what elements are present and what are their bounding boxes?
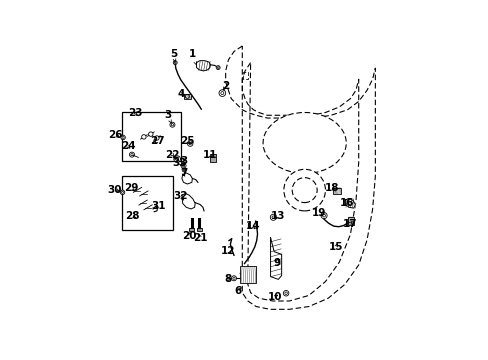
- Circle shape: [120, 190, 124, 194]
- Text: 7: 7: [180, 168, 187, 179]
- Circle shape: [217, 67, 219, 68]
- Text: 27: 27: [150, 136, 165, 146]
- Polygon shape: [270, 238, 281, 279]
- Circle shape: [232, 277, 235, 279]
- Polygon shape: [182, 173, 192, 184]
- Circle shape: [121, 135, 125, 140]
- Bar: [210, 154, 216, 162]
- Circle shape: [142, 135, 146, 139]
- Circle shape: [173, 156, 180, 162]
- Circle shape: [131, 153, 133, 156]
- Circle shape: [175, 158, 178, 161]
- Circle shape: [322, 214, 325, 217]
- Polygon shape: [345, 198, 355, 208]
- Bar: [183, 94, 191, 99]
- Circle shape: [181, 163, 185, 168]
- Circle shape: [292, 177, 317, 203]
- Circle shape: [170, 122, 175, 127]
- Text: 5: 5: [169, 49, 177, 62]
- Text: 26: 26: [108, 130, 122, 140]
- Text: 23: 23: [128, 108, 142, 118]
- Text: 14: 14: [245, 221, 260, 231]
- Bar: [347, 217, 353, 225]
- Text: 11: 11: [202, 150, 216, 159]
- Text: 28: 28: [124, 211, 139, 221]
- Text: 32: 32: [173, 191, 187, 201]
- Circle shape: [148, 132, 153, 136]
- Text: 20: 20: [182, 231, 196, 241]
- Text: 29: 29: [123, 183, 138, 193]
- Bar: [333, 188, 340, 194]
- Text: 21: 21: [193, 233, 207, 243]
- Circle shape: [187, 141, 193, 146]
- Circle shape: [171, 123, 173, 126]
- Text: 16: 16: [339, 198, 354, 208]
- Text: 17: 17: [342, 219, 356, 229]
- Text: 13: 13: [270, 211, 285, 221]
- Text: 1: 1: [188, 49, 196, 65]
- Text: 8: 8: [224, 274, 231, 284]
- Text: 31: 31: [151, 201, 165, 211]
- Text: 3: 3: [163, 110, 171, 123]
- Bar: [189, 228, 194, 231]
- Text: 18: 18: [325, 183, 339, 193]
- Text: 4: 4: [177, 89, 184, 99]
- Polygon shape: [196, 61, 210, 71]
- Circle shape: [129, 152, 134, 157]
- Text: 30: 30: [107, 185, 122, 194]
- Text: 22: 22: [165, 150, 179, 159]
- Text: 6: 6: [234, 286, 241, 296]
- Text: 2: 2: [222, 81, 229, 91]
- Circle shape: [154, 136, 159, 140]
- Circle shape: [219, 90, 225, 96]
- Polygon shape: [182, 193, 195, 209]
- Circle shape: [122, 136, 124, 139]
- Text: 3: 3: [180, 156, 187, 166]
- Bar: [122, 176, 173, 230]
- Circle shape: [231, 276, 236, 281]
- Text: 12: 12: [221, 246, 235, 256]
- Bar: [197, 228, 202, 231]
- Text: 19: 19: [311, 208, 326, 218]
- Circle shape: [183, 169, 184, 171]
- Circle shape: [182, 168, 185, 172]
- Circle shape: [174, 62, 176, 63]
- Text: 9: 9: [273, 258, 280, 268]
- Circle shape: [216, 66, 220, 69]
- Circle shape: [173, 61, 177, 64]
- Circle shape: [284, 169, 325, 211]
- Bar: [122, 112, 181, 161]
- Circle shape: [285, 292, 287, 294]
- Text: 33: 33: [172, 158, 187, 168]
- Text: 15: 15: [328, 242, 343, 252]
- Circle shape: [185, 94, 189, 98]
- Text: 24: 24: [121, 141, 135, 151]
- Circle shape: [320, 212, 326, 219]
- Circle shape: [270, 214, 276, 220]
- Text: 25: 25: [180, 136, 194, 146]
- Circle shape: [221, 91, 224, 95]
- Circle shape: [182, 165, 184, 167]
- Circle shape: [122, 191, 123, 193]
- Circle shape: [283, 291, 288, 296]
- Bar: [240, 266, 256, 283]
- Ellipse shape: [263, 112, 346, 174]
- Circle shape: [188, 142, 191, 145]
- Text: 10: 10: [267, 292, 282, 302]
- Circle shape: [271, 216, 274, 219]
